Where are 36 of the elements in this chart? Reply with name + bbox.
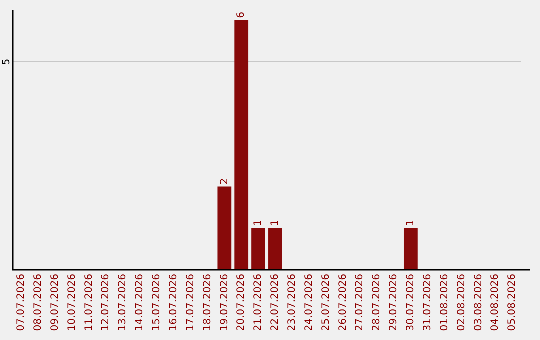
x-tick-label: 02.08.2026 [456,274,468,332]
x-tick-label: 29.07.2026 [388,274,400,332]
x-tick-label: 12.07.2026 [100,274,112,332]
x-tick-label: 07.07.2026 [16,274,28,332]
x-tick-label: 08.07.2026 [32,274,44,332]
x-tick-label: 16.07.2026 [168,274,180,332]
x-tick-label: 20.07.2026 [236,274,248,332]
x-tick-label: 11.07.2026 [84,274,95,332]
x-tick-label: 17.07.2026 [185,274,196,332]
x-tick-label: 31.07.2026 [422,274,434,332]
x-tick-label: 09.07.2026 [50,274,61,332]
x-tick-label: 18.07.2026 [202,274,214,332]
x-tick-label: 25.07.2026 [320,274,332,332]
data-label: 2 [219,178,230,185]
x-tick-label: 22.07.2026 [270,274,282,332]
x-tick-label: 13.07.2026 [118,274,129,332]
x-tick-label: 15.07.2026 [152,274,163,332]
x-tick-label: 26.07.2026 [338,274,349,332]
x-tick-label: 21.07.2026 [253,274,264,332]
x-tick-label: 03.08.2026 [473,274,484,332]
ref-line-label: 5 [2,58,13,66]
data-label: 1 [253,220,264,226]
data-label: 1 [270,220,282,226]
x-tick-label: 27.07.2026 [354,274,366,332]
x-tick-label: 10.07.2026 [66,274,78,332]
x-tick-label: 19.07.2026 [219,274,230,332]
x-tick-label: 14.07.2026 [134,274,146,332]
x-tick-label: 05.08.2026 [507,274,518,332]
x-tick-label: 01.08.2026 [439,274,450,332]
x-tick-label: 24.07.2026 [304,274,315,332]
x-tick-label: 23.07.2026 [286,274,298,332]
data-label: 1 [406,220,417,226]
x-tick-label: 04.08.2026 [490,274,502,332]
data-label: 6 [236,12,248,18]
x-tick-label: 28.07.2026 [372,274,383,332]
x-tick-label: 30.07.2026 [406,274,417,332]
